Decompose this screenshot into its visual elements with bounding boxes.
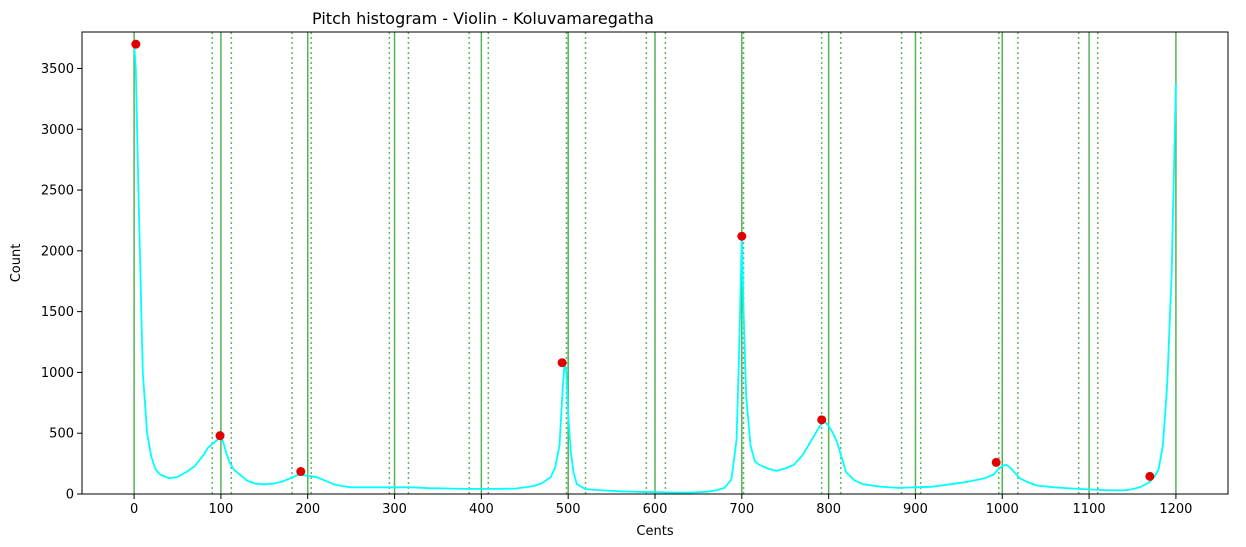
x-tick-label-0: 0 <box>130 502 138 517</box>
x-tick-label-9: 900 <box>903 502 928 517</box>
peak-marker-2 <box>296 467 306 477</box>
x-tick-label-8: 800 <box>816 502 841 517</box>
y-tick-label-6: 3000 <box>41 123 74 138</box>
x-tick-label-5: 500 <box>556 502 581 517</box>
y-tick-label-2: 1000 <box>41 366 74 381</box>
peak-marker-6 <box>991 457 1001 467</box>
x-tick-label-1: 100 <box>208 502 233 517</box>
x-tick-label-6: 600 <box>643 502 668 517</box>
y-tick-label-7: 3500 <box>41 62 74 77</box>
x-tick-label-4: 400 <box>469 502 494 517</box>
y-tick-label-1: 500 <box>49 427 74 442</box>
x-tick-label-2: 200 <box>295 502 320 517</box>
peak-marker-4 <box>737 231 747 241</box>
peak-marker-7 <box>1145 471 1155 481</box>
axis-ticks: 0 100 200 300 400 500 600 700 800 900 1000 1100 1200… <box>41 62 1193 517</box>
y-tick-label-0: 0 <box>66 488 74 503</box>
y-tick-label-4: 2000 <box>41 244 74 259</box>
x-tick-label-7: 700 <box>729 502 754 517</box>
peak-marker-5 <box>817 415 827 425</box>
histogram-line-0 <box>133 44 1177 494</box>
chart-title: Pitch histogram - Violin - Koluvamaregat… <box>312 9 654 28</box>
x-tick-label-10: 1000 <box>986 502 1019 517</box>
plot-area <box>131 32 1177 494</box>
x-tick-label-11: 1100 <box>1073 502 1106 517</box>
peak-marker-0 <box>131 39 141 49</box>
y-tick-label-5: 2500 <box>41 184 74 199</box>
y-tick-label-3: 1500 <box>41 305 74 320</box>
x-axis-label: Cents <box>636 524 673 539</box>
peak-marker-1 <box>215 431 225 441</box>
y-axis-label: Count <box>9 244 24 283</box>
x-tick-label-12: 1200 <box>1159 502 1192 517</box>
peak-marker-3 <box>557 358 567 368</box>
x-tick-label-3: 300 <box>382 502 407 517</box>
